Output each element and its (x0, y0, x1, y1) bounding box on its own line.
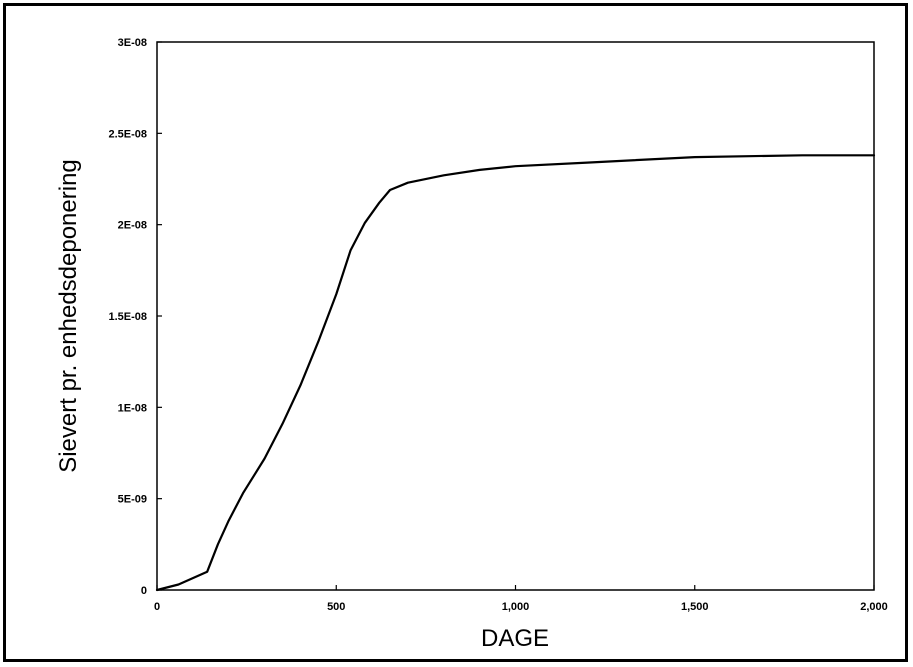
plot-area-border (156, 41, 875, 591)
x-axis-ticks: 0 500 1,000 1,500 2,000 (154, 585, 888, 613)
y-tick-label: 2.5E-08 (108, 128, 147, 140)
y-tick-label: 1E-08 (118, 402, 147, 414)
y-tick-label: 1.5E-08 (108, 311, 147, 323)
y-tick-label: 3E-08 (118, 37, 147, 49)
x-tick-label: 2,000 (860, 601, 888, 613)
x-tick-label: 1,500 (681, 601, 709, 613)
series-layer (155, 154, 876, 592)
y-axis-ticks: 0 5E-09 1E-08 1.5E-08 2E-08 2.5E-08 3E-08 (108, 37, 162, 597)
y-tick-label: 5E-09 (118, 494, 147, 506)
x-axis-title: DAGE (481, 625, 549, 652)
series-line (155, 154, 876, 592)
y-tick-label: 0 (141, 585, 147, 597)
y-tick-label: 2E-08 (118, 220, 147, 232)
y-axis-title: Sievert pr. enhedsdeponering (55, 159, 82, 473)
x-tick-label: 0 (154, 601, 160, 613)
x-tick-label: 1,000 (502, 601, 530, 613)
chart-frame (3, 3, 908, 662)
x-tick-label: 500 (327, 601, 345, 613)
